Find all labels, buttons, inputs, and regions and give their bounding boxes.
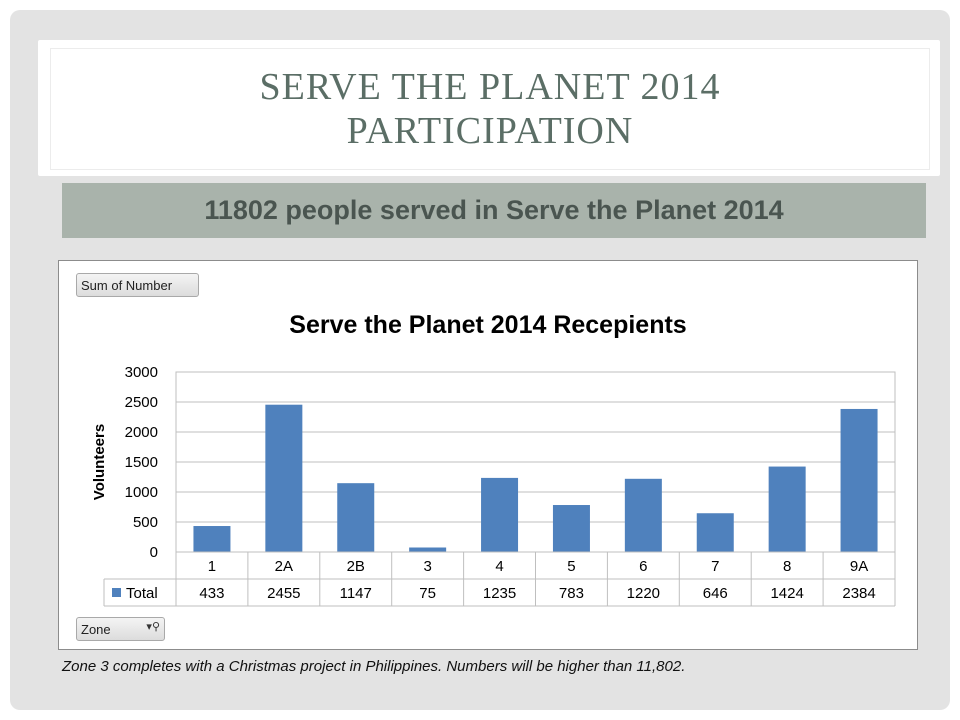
legend-key-total: [112, 588, 121, 597]
bar-7: [696, 513, 734, 552]
zone-label: Zone: [81, 621, 111, 637]
slide-title-line-2: PARTICIPATION: [346, 110, 634, 152]
slide-title-line-1: SERVE THE PLANET 2014: [259, 66, 721, 108]
x-tick-label-8: 8: [783, 558, 791, 575]
bar-2B: [337, 483, 375, 552]
x-tick-label-2B: 2B: [347, 558, 365, 575]
bar-2A: [265, 404, 303, 552]
data-label-2A: 2455: [267, 585, 300, 602]
x-tick-label-5: 5: [567, 558, 575, 575]
data-label-8: 1424: [770, 585, 803, 602]
bar-1: [193, 526, 231, 552]
bar-chart: 0 500 1000 1500 2000 2500 3000 Volunteers 1 433 2A…: [91, 364, 896, 607]
data-label-4: 1235: [483, 585, 516, 602]
sum-of-number-label: Sum of Number: [81, 277, 173, 293]
filter-dropdown-icon: ▾⚲: [146, 621, 160, 633]
y-tick-label-2000: 2000: [125, 424, 158, 441]
y-tick-label-0: 0: [150, 544, 158, 561]
x-tick-label-3: 3: [423, 558, 431, 575]
zone-filter-button[interactable]: Zone ▾⚲: [76, 617, 165, 641]
bar-6: [624, 478, 662, 552]
chart-title: Serve the Planet 2014 Recepients: [289, 311, 687, 339]
data-label-7: 646: [703, 585, 728, 602]
y-tick-label-2500: 2500: [125, 394, 158, 411]
sum-of-number-field-button[interactable]: Sum of Number: [76, 273, 199, 297]
summary-banner: 11802 people served in Serve the Planet …: [62, 183, 926, 238]
chart-panel: 0 500 1000 1500 2000 2500 3000 Volunteers 1 433 2A…: [58, 260, 918, 650]
x-tick-label-7: 7: [711, 558, 719, 575]
bar-5: [552, 505, 590, 552]
y-tick-label-3000: 3000: [125, 364, 158, 381]
x-tick-label-6: 6: [639, 558, 647, 575]
legend-label-total: Total: [126, 585, 158, 602]
bar-3: [409, 547, 447, 552]
footnote-caption: Zone 3 completes with a Christmas projec…: [62, 658, 686, 675]
data-label-2B: 1147: [340, 585, 372, 602]
y-tick-label-1500: 1500: [125, 454, 158, 471]
y-axis-label: Volunteers: [91, 424, 108, 500]
y-tick-label-500: 500: [133, 514, 158, 531]
data-label-6: 1220: [627, 585, 660, 602]
x-tick-label-2A: 2A: [275, 558, 293, 575]
y-tick-label-1000: 1000: [125, 484, 158, 501]
bar-8: [768, 466, 806, 552]
summary-banner-text: 11802 people served in Serve the Planet …: [204, 195, 784, 225]
data-label-1: 433: [199, 585, 224, 602]
bar-9A: [840, 408, 878, 552]
data-label-3: 75: [419, 585, 436, 602]
title-inner: SERVE THE PLANET 2014 PARTICIPATION: [50, 48, 930, 170]
x-tick-label-1: 1: [208, 558, 216, 575]
data-label-5: 783: [559, 585, 584, 602]
x-tick-label-4: 4: [495, 558, 503, 575]
data-label-9A: 2384: [842, 585, 875, 602]
title-box: SERVE THE PLANET 2014 PARTICIPATION: [38, 40, 940, 176]
bar-4: [481, 477, 519, 552]
x-tick-label-9A: 9A: [850, 558, 868, 575]
